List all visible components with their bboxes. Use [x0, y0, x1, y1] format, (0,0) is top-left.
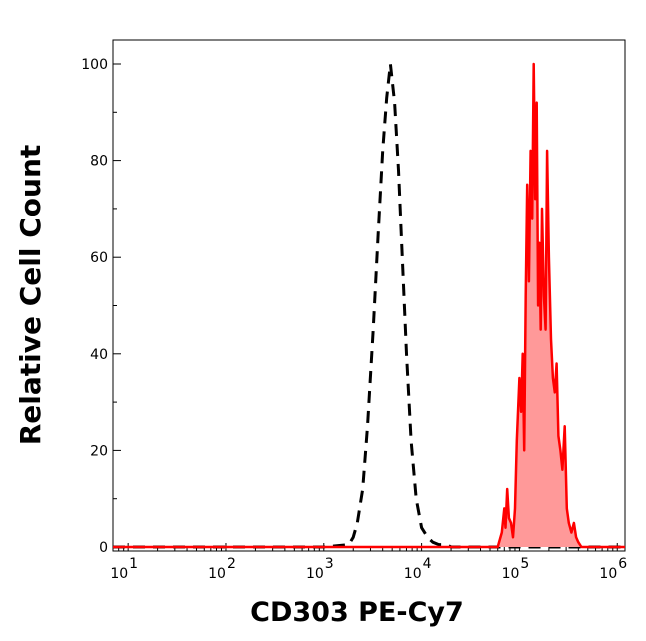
plot-series — [113, 62, 625, 549]
y-tick-label: 80 — [90, 154, 108, 170]
control-histogram-line — [113, 62, 625, 549]
x-tick-label: 10 — [502, 566, 520, 582]
x-tick-exponent: 3 — [325, 556, 334, 572]
y-tick-label: 0 — [99, 540, 108, 556]
x-tick-exponent: 5 — [520, 556, 529, 572]
x-tick-label: 10 — [110, 566, 128, 582]
y-tick-label: 40 — [90, 347, 108, 363]
y-tick-label: 20 — [90, 443, 108, 459]
x-tick-label: 10 — [599, 566, 617, 582]
x-tick-exponent: 4 — [423, 556, 432, 572]
x-tick-exponent: 1 — [129, 556, 138, 572]
x-tick-exponent: 2 — [227, 556, 236, 572]
x-tick-exponent: 6 — [618, 556, 627, 572]
stained-histogram-fill — [113, 64, 625, 547]
y-axis-title: Relative Cell Count — [14, 145, 47, 446]
x-tick-label: 10 — [208, 566, 226, 582]
y-tick-label: 60 — [90, 250, 108, 266]
plot-frame — [112, 39, 626, 552]
x-axis-title: CD303 PE-Cy7 — [250, 597, 464, 628]
x-tick-label: 10 — [306, 566, 324, 582]
y-axis: 0 20 40 60 80 100 — [81, 57, 121, 556]
stained-histogram-line — [113, 62, 625, 549]
x-tick-label: 10 — [404, 566, 422, 582]
y-tick-label: 100 — [81, 57, 108, 73]
